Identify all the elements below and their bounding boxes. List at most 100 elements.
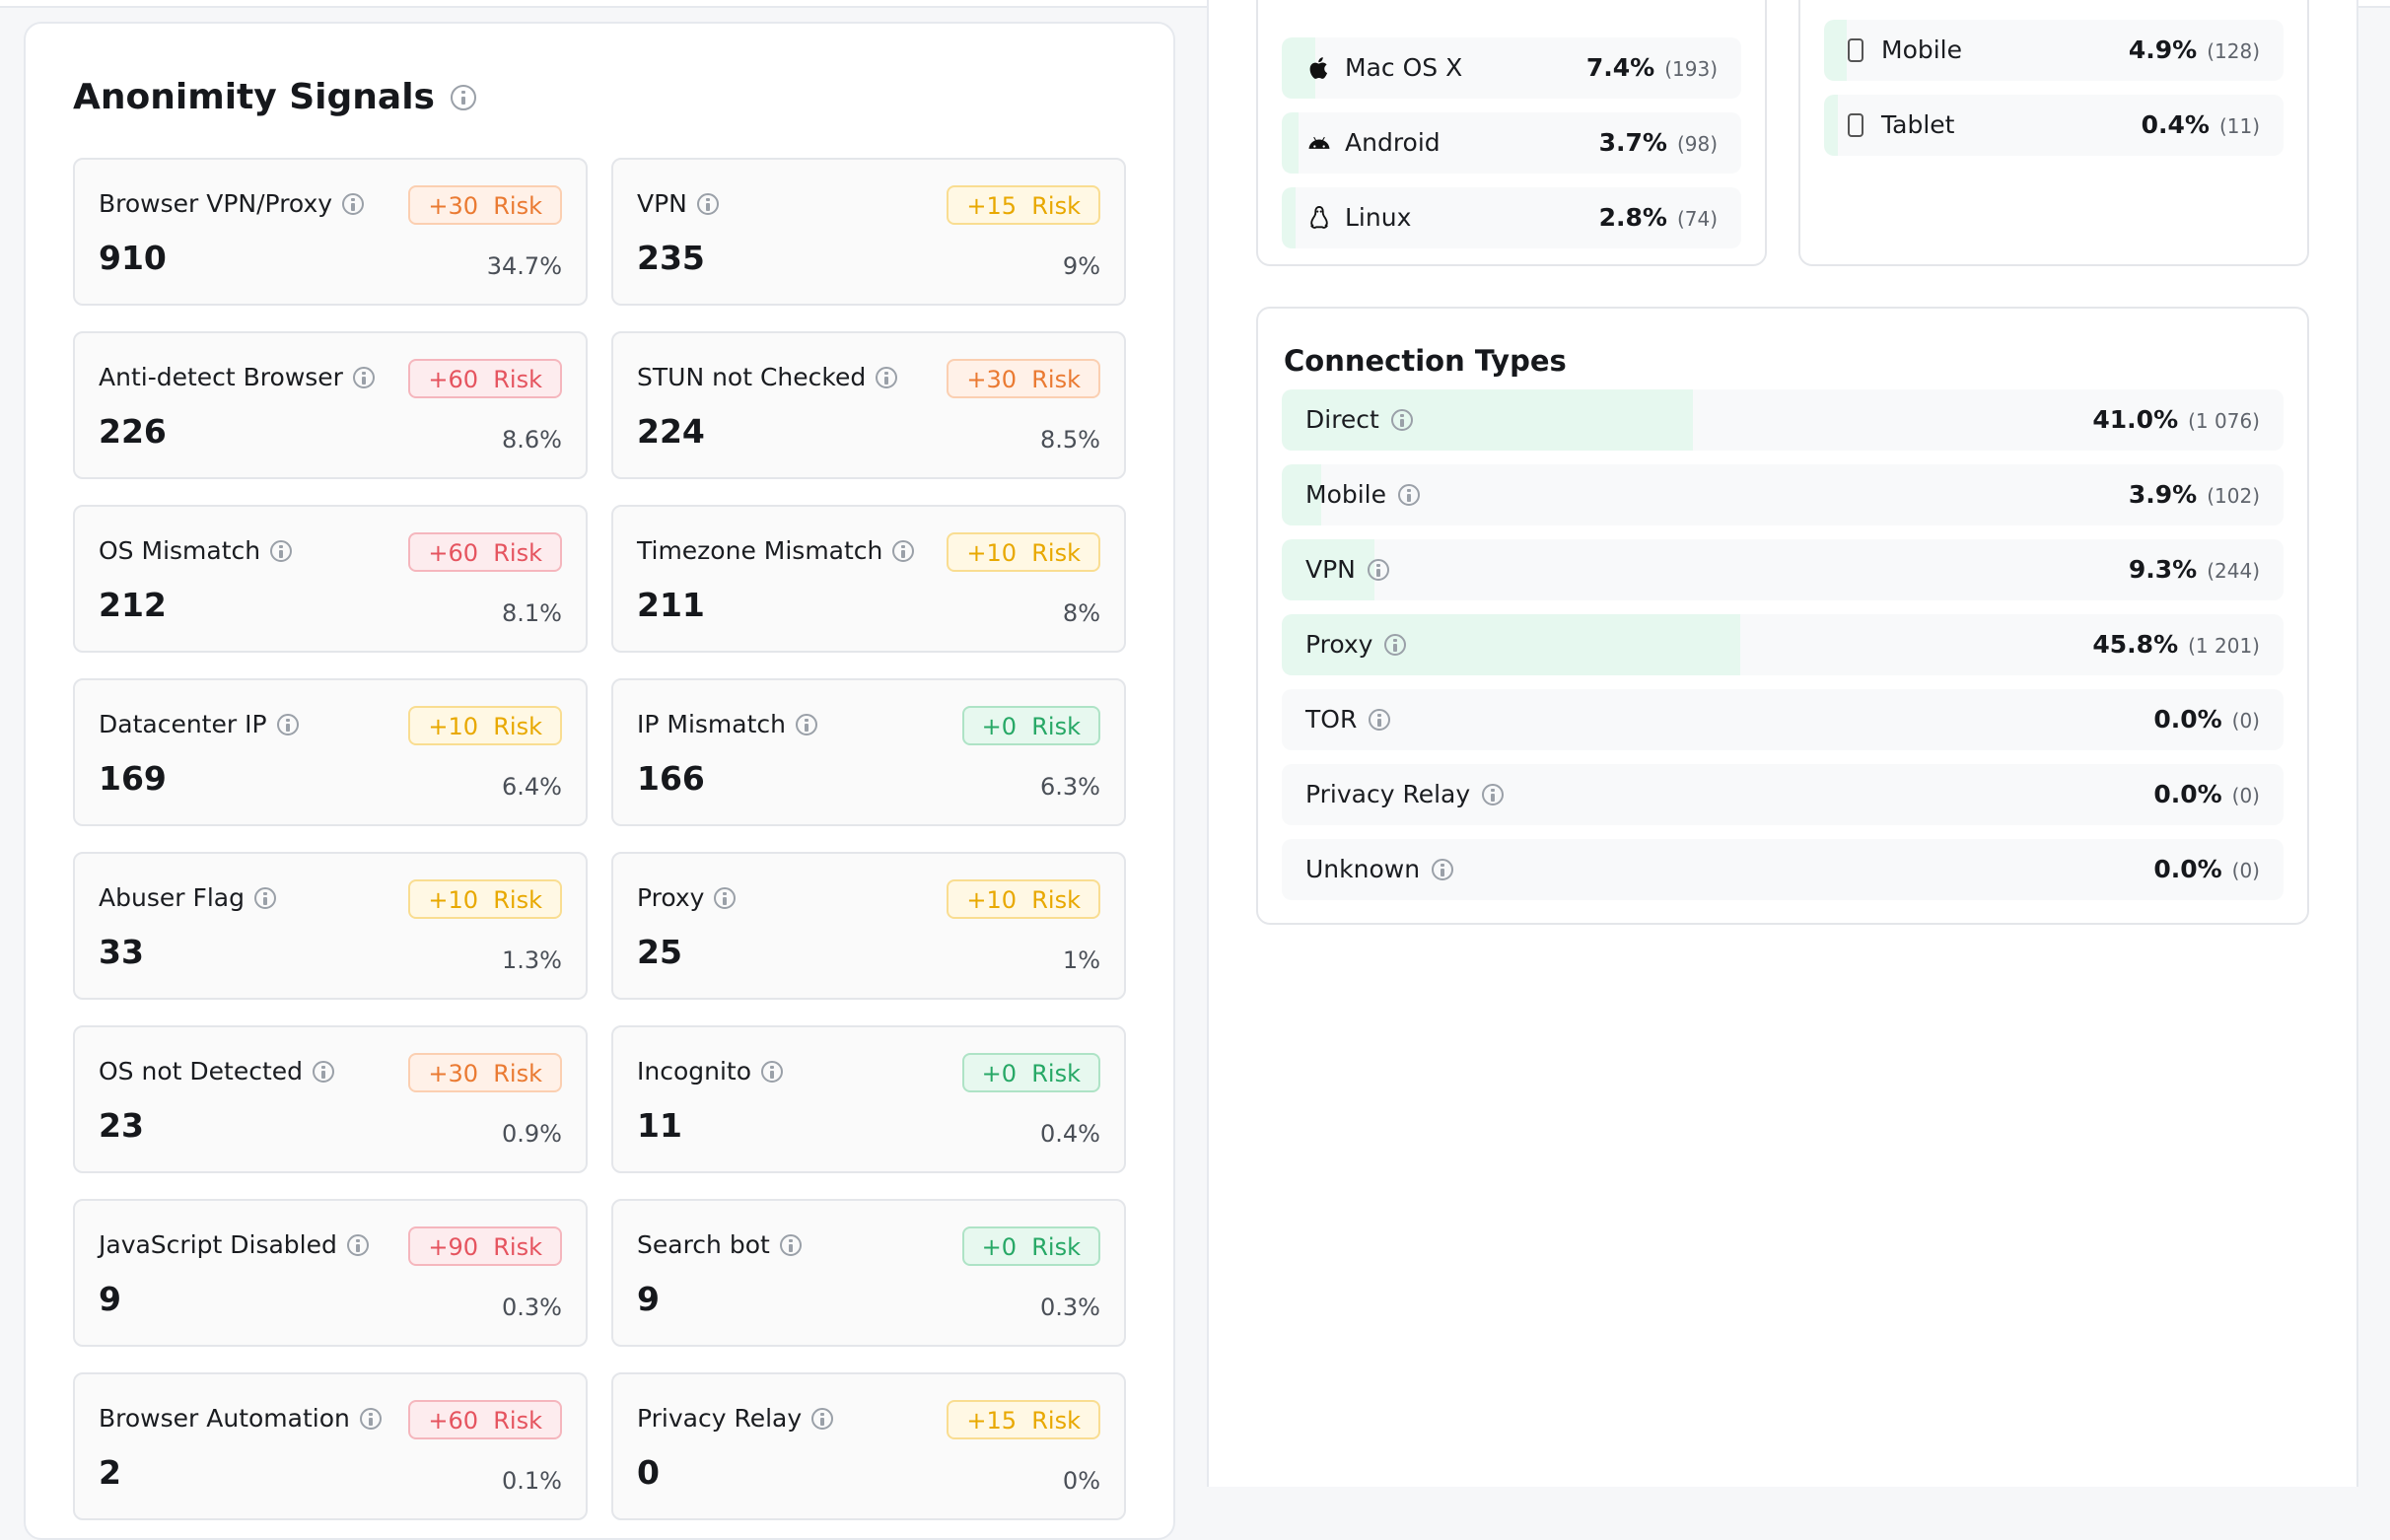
row-value: 4.9% (128) <box>2129 20 2260 81</box>
signal-percent: 8.1% <box>502 599 562 627</box>
info-icon[interactable] <box>352 366 375 388</box>
row-value: 41.0% (1 076) <box>2092 389 2260 451</box>
row-value: 0.0% (0) <box>2153 689 2260 750</box>
row-percent: 3.9% <box>2128 480 2198 509</box>
signal-percent: 0% <box>1062 1467 1100 1495</box>
info-icon[interactable] <box>359 1407 382 1430</box>
info-icon[interactable] <box>779 1233 802 1256</box>
row-percent: 2.8% <box>1598 203 1667 232</box>
signal-name: Anti-detect Browser <box>99 363 375 391</box>
info-icon[interactable] <box>346 1233 369 1256</box>
connection-row: TOR 0.0% (0) <box>1282 689 2284 750</box>
risk-badge: +10 Risk <box>947 879 1100 919</box>
risk-badge: +0 Risk <box>961 1226 1100 1266</box>
signal-label: Search bot <box>637 1230 770 1259</box>
signal-label: OS not Detected <box>99 1057 303 1085</box>
row-count: (102) <box>2207 484 2260 508</box>
info-icon[interactable] <box>796 713 818 735</box>
signal-name: JavaScript Disabled <box>99 1230 369 1259</box>
risk-badge: +30 Risk <box>947 359 1100 398</box>
anonymity-signals-header: Anonimity Signals <box>73 77 476 117</box>
info-icon[interactable] <box>761 1060 784 1083</box>
signal-count: 9 <box>99 1280 121 1318</box>
info-icon[interactable] <box>811 1407 834 1430</box>
signal-name: Proxy <box>637 883 737 912</box>
signal-percent: 6.3% <box>1040 773 1100 801</box>
risk-badge: +10 Risk <box>408 706 562 745</box>
signal-card: STUN not Checked +30 Risk 224 8.5% <box>611 331 1126 479</box>
device-types-card: Mobile 4.9% (128) Tablet 0.4% (11) <box>1798 0 2309 266</box>
info-icon[interactable] <box>1482 784 1505 805</box>
tablet-device-icon <box>1848 113 1869 137</box>
info-icon[interactable] <box>1390 409 1413 431</box>
signal-label: Abuser Flag <box>99 883 245 912</box>
signal-name: Datacenter IP <box>99 710 299 738</box>
signal-label: Anti-detect Browser <box>99 363 343 391</box>
signal-label: VPN <box>637 189 687 218</box>
row-percent: 0.0% <box>2153 780 2222 808</box>
row-count: (128) <box>2207 39 2260 63</box>
os-row: Android 3.7% (98) <box>1282 112 1741 174</box>
signal-percent: 34.7% <box>486 252 562 280</box>
connection-types-card: Connection Types Direct 41.0% (1 076) Mobil… <box>1256 307 2309 925</box>
signal-label: Proxy <box>637 883 705 912</box>
signal-count: 169 <box>99 759 167 798</box>
share-bar <box>1282 614 1741 675</box>
share-bar <box>1282 187 1296 248</box>
info-icon[interactable] <box>313 1060 334 1083</box>
signal-percent: 0.4% <box>1040 1120 1100 1148</box>
signal-count: 9 <box>637 1280 660 1318</box>
device-row: Mobile 4.9% (128) <box>1824 20 2284 81</box>
row-count: (1 076) <box>2188 409 2260 433</box>
row-count: (11) <box>2218 114 2260 138</box>
info-icon[interactable] <box>1367 559 1389 581</box>
signal-count: 25 <box>637 933 682 971</box>
info-icon[interactable] <box>1384 634 1407 656</box>
signal-name: STUN not Checked <box>637 363 898 391</box>
info-icon[interactable] <box>876 366 898 388</box>
info-icon[interactable] <box>1398 484 1421 506</box>
signal-percent: 6.4% <box>502 773 562 801</box>
row-count: (74) <box>1676 207 1718 231</box>
signal-name: OS not Detected <box>99 1057 334 1085</box>
operating-systems-card: Mac OS X 7.4% (193) Android 3.7% (98) Linux 2.8… <box>1256 0 1767 266</box>
risk-badge: +15 Risk <box>947 1400 1100 1439</box>
signal-card: Browser Automation +60 Risk 2 0.1% <box>73 1372 588 1520</box>
risk-badge: +60 Risk <box>408 1400 562 1439</box>
info-icon[interactable] <box>892 539 915 562</box>
signal-count: 166 <box>637 759 705 798</box>
info-icon[interactable] <box>342 192 365 215</box>
risk-badge: +60 Risk <box>408 359 562 398</box>
row-label: Android <box>1305 112 1441 174</box>
signal-percent: 8.6% <box>502 426 562 454</box>
signal-card: Datacenter IP +10 Risk 169 6.4% <box>73 678 588 826</box>
info-icon[interactable] <box>1369 709 1391 731</box>
risk-badge: +10 Risk <box>947 532 1100 572</box>
device-row: Tablet 0.4% (11) <box>1824 95 2284 156</box>
row-percent: 3.7% <box>1598 128 1667 157</box>
signal-name: Browser Automation <box>99 1404 382 1433</box>
row-value: 3.7% (98) <box>1599 112 1718 174</box>
connection-row: Privacy Relay 0.0% (0) <box>1282 764 2284 825</box>
row-percent: 7.4% <box>1585 53 1655 82</box>
signal-count: 910 <box>99 239 167 277</box>
signal-count: 226 <box>99 412 167 451</box>
signal-percent: 8.5% <box>1040 426 1100 454</box>
signal-percent: 8% <box>1062 599 1100 627</box>
signal-label: Datacenter IP <box>99 710 267 738</box>
signal-name: OS Mismatch <box>99 536 293 565</box>
signal-name: Search bot <box>637 1230 802 1259</box>
info-icon[interactable] <box>714 886 737 909</box>
row-value: 0.4% (11) <box>2142 95 2260 156</box>
info-icon[interactable] <box>253 886 276 909</box>
info-icon[interactable] <box>270 539 293 562</box>
row-percent: 9.3% <box>2128 555 2198 584</box>
info-icon[interactable] <box>696 192 719 215</box>
info-icon[interactable] <box>1432 859 1454 880</box>
signal-percent: 0.3% <box>502 1294 562 1321</box>
signal-card: Timezone Mismatch +10 Risk 211 8% <box>611 505 1126 653</box>
info-icon[interactable] <box>276 713 299 735</box>
row-percent: 45.8% <box>2092 630 2179 659</box>
signal-count: 235 <box>637 239 705 277</box>
info-icon[interactable] <box>450 84 476 110</box>
